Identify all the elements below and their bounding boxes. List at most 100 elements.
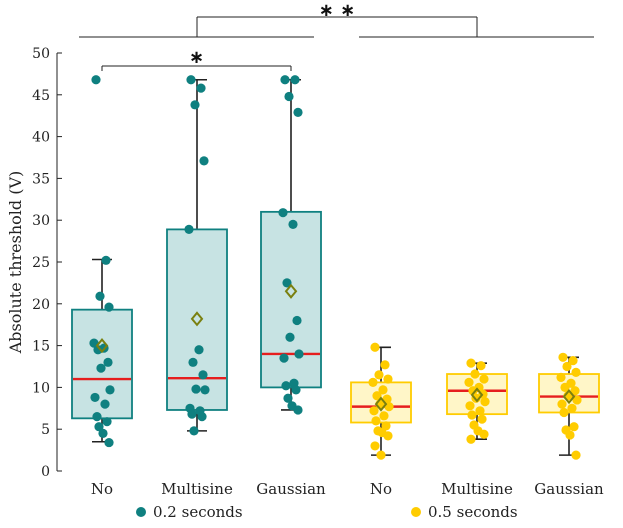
data-point — [283, 393, 293, 403]
y-tick-label: 25 — [32, 255, 50, 271]
y-tick-label: 50 — [32, 46, 50, 62]
data-point — [284, 91, 294, 102]
data-point — [199, 156, 209, 166]
data-point — [100, 399, 110, 409]
data-point — [90, 392, 100, 403]
data-point — [371, 416, 381, 426]
data-point — [559, 407, 569, 418]
data-point — [374, 370, 384, 380]
data-point — [376, 450, 386, 460]
data-point — [190, 100, 200, 110]
data-point — [567, 403, 577, 413]
y-tick-label: 45 — [32, 88, 50, 104]
boxes — [71, 78, 600, 456]
data-point — [278, 208, 288, 218]
data-point — [571, 367, 581, 377]
data-point — [290, 75, 300, 85]
box-short-multisine — [166, 78, 228, 432]
data-point — [102, 417, 112, 427]
data-point — [104, 437, 114, 448]
y-tick-label: 10 — [32, 380, 50, 396]
legend-label: 0.2 seconds — [153, 503, 243, 521]
data-point — [279, 353, 289, 363]
data-point — [293, 405, 303, 415]
data-point — [93, 345, 103, 355]
data-point — [186, 75, 196, 85]
data-point — [291, 385, 301, 395]
data-point — [103, 357, 113, 367]
data-point — [94, 422, 104, 432]
data-point — [101, 255, 111, 265]
data-point — [104, 302, 114, 312]
data-point — [569, 422, 579, 432]
data-point — [479, 429, 489, 439]
category-label: Gaussian — [534, 480, 604, 498]
data-point — [292, 315, 302, 326]
data-point — [475, 406, 485, 416]
data-point — [466, 358, 476, 368]
data-point — [378, 385, 388, 395]
y-tick-label: 35 — [32, 171, 50, 187]
data-point — [197, 412, 207, 422]
data-point — [557, 399, 567, 409]
data-point — [187, 409, 197, 419]
mean-marker — [374, 396, 388, 412]
legend: 0.2 seconds 0.5 seconds — [136, 503, 518, 521]
y-tick-label: 20 — [32, 297, 50, 313]
data-point — [194, 345, 204, 355]
data-point — [562, 361, 572, 372]
category-label: Gaussian — [256, 480, 326, 498]
data-point — [479, 374, 489, 384]
data-point — [98, 428, 108, 438]
data-point — [92, 412, 102, 422]
legend-marker — [136, 507, 146, 517]
data-point — [368, 377, 378, 387]
category-label: Multisine — [441, 480, 513, 498]
box-short-gaussian — [260, 78, 322, 411]
data-point — [91, 75, 101, 85]
category-labels: No Multisine Gaussian No Multisine Gaussian — [91, 480, 604, 498]
data-point — [380, 360, 390, 370]
data-point — [200, 385, 210, 395]
data-point — [280, 75, 290, 85]
y-tick-label: 5 — [41, 422, 50, 438]
data-point — [467, 410, 477, 420]
data-point — [381, 421, 391, 431]
points — [89, 75, 582, 460]
data-point — [464, 377, 474, 387]
y-tick-label: 30 — [32, 213, 50, 229]
data-point — [560, 382, 570, 392]
data-point — [369, 406, 379, 416]
data-point — [95, 291, 105, 301]
mean-marker — [190, 311, 204, 327]
data-point — [565, 430, 575, 440]
data-point — [281, 381, 291, 391]
data-point — [466, 434, 476, 444]
sig-label-2: ∗ ∗ — [319, 0, 355, 21]
data-point — [372, 391, 382, 401]
data-point — [285, 332, 295, 342]
data-point — [383, 431, 393, 441]
data-point — [480, 397, 490, 407]
mean-marker — [562, 389, 576, 405]
data-point — [184, 224, 194, 234]
data-point — [465, 401, 475, 411]
data-point — [288, 219, 298, 229]
data-point — [370, 441, 380, 451]
data-point — [370, 342, 380, 352]
data-point — [105, 385, 115, 395]
data-point — [383, 374, 393, 384]
data-point — [570, 386, 580, 396]
mean-marker — [470, 387, 484, 403]
data-point — [293, 107, 303, 117]
data-point — [571, 450, 581, 460]
category-label: Multisine — [161, 480, 233, 498]
data-point — [572, 395, 582, 405]
data-point — [468, 386, 478, 396]
data-point — [568, 356, 578, 366]
box-iqr — [260, 210, 322, 389]
data-point — [294, 349, 304, 359]
y-tick-label: 40 — [32, 130, 50, 146]
y-tick-label: 0 — [41, 464, 50, 480]
legend-marker — [411, 507, 421, 517]
